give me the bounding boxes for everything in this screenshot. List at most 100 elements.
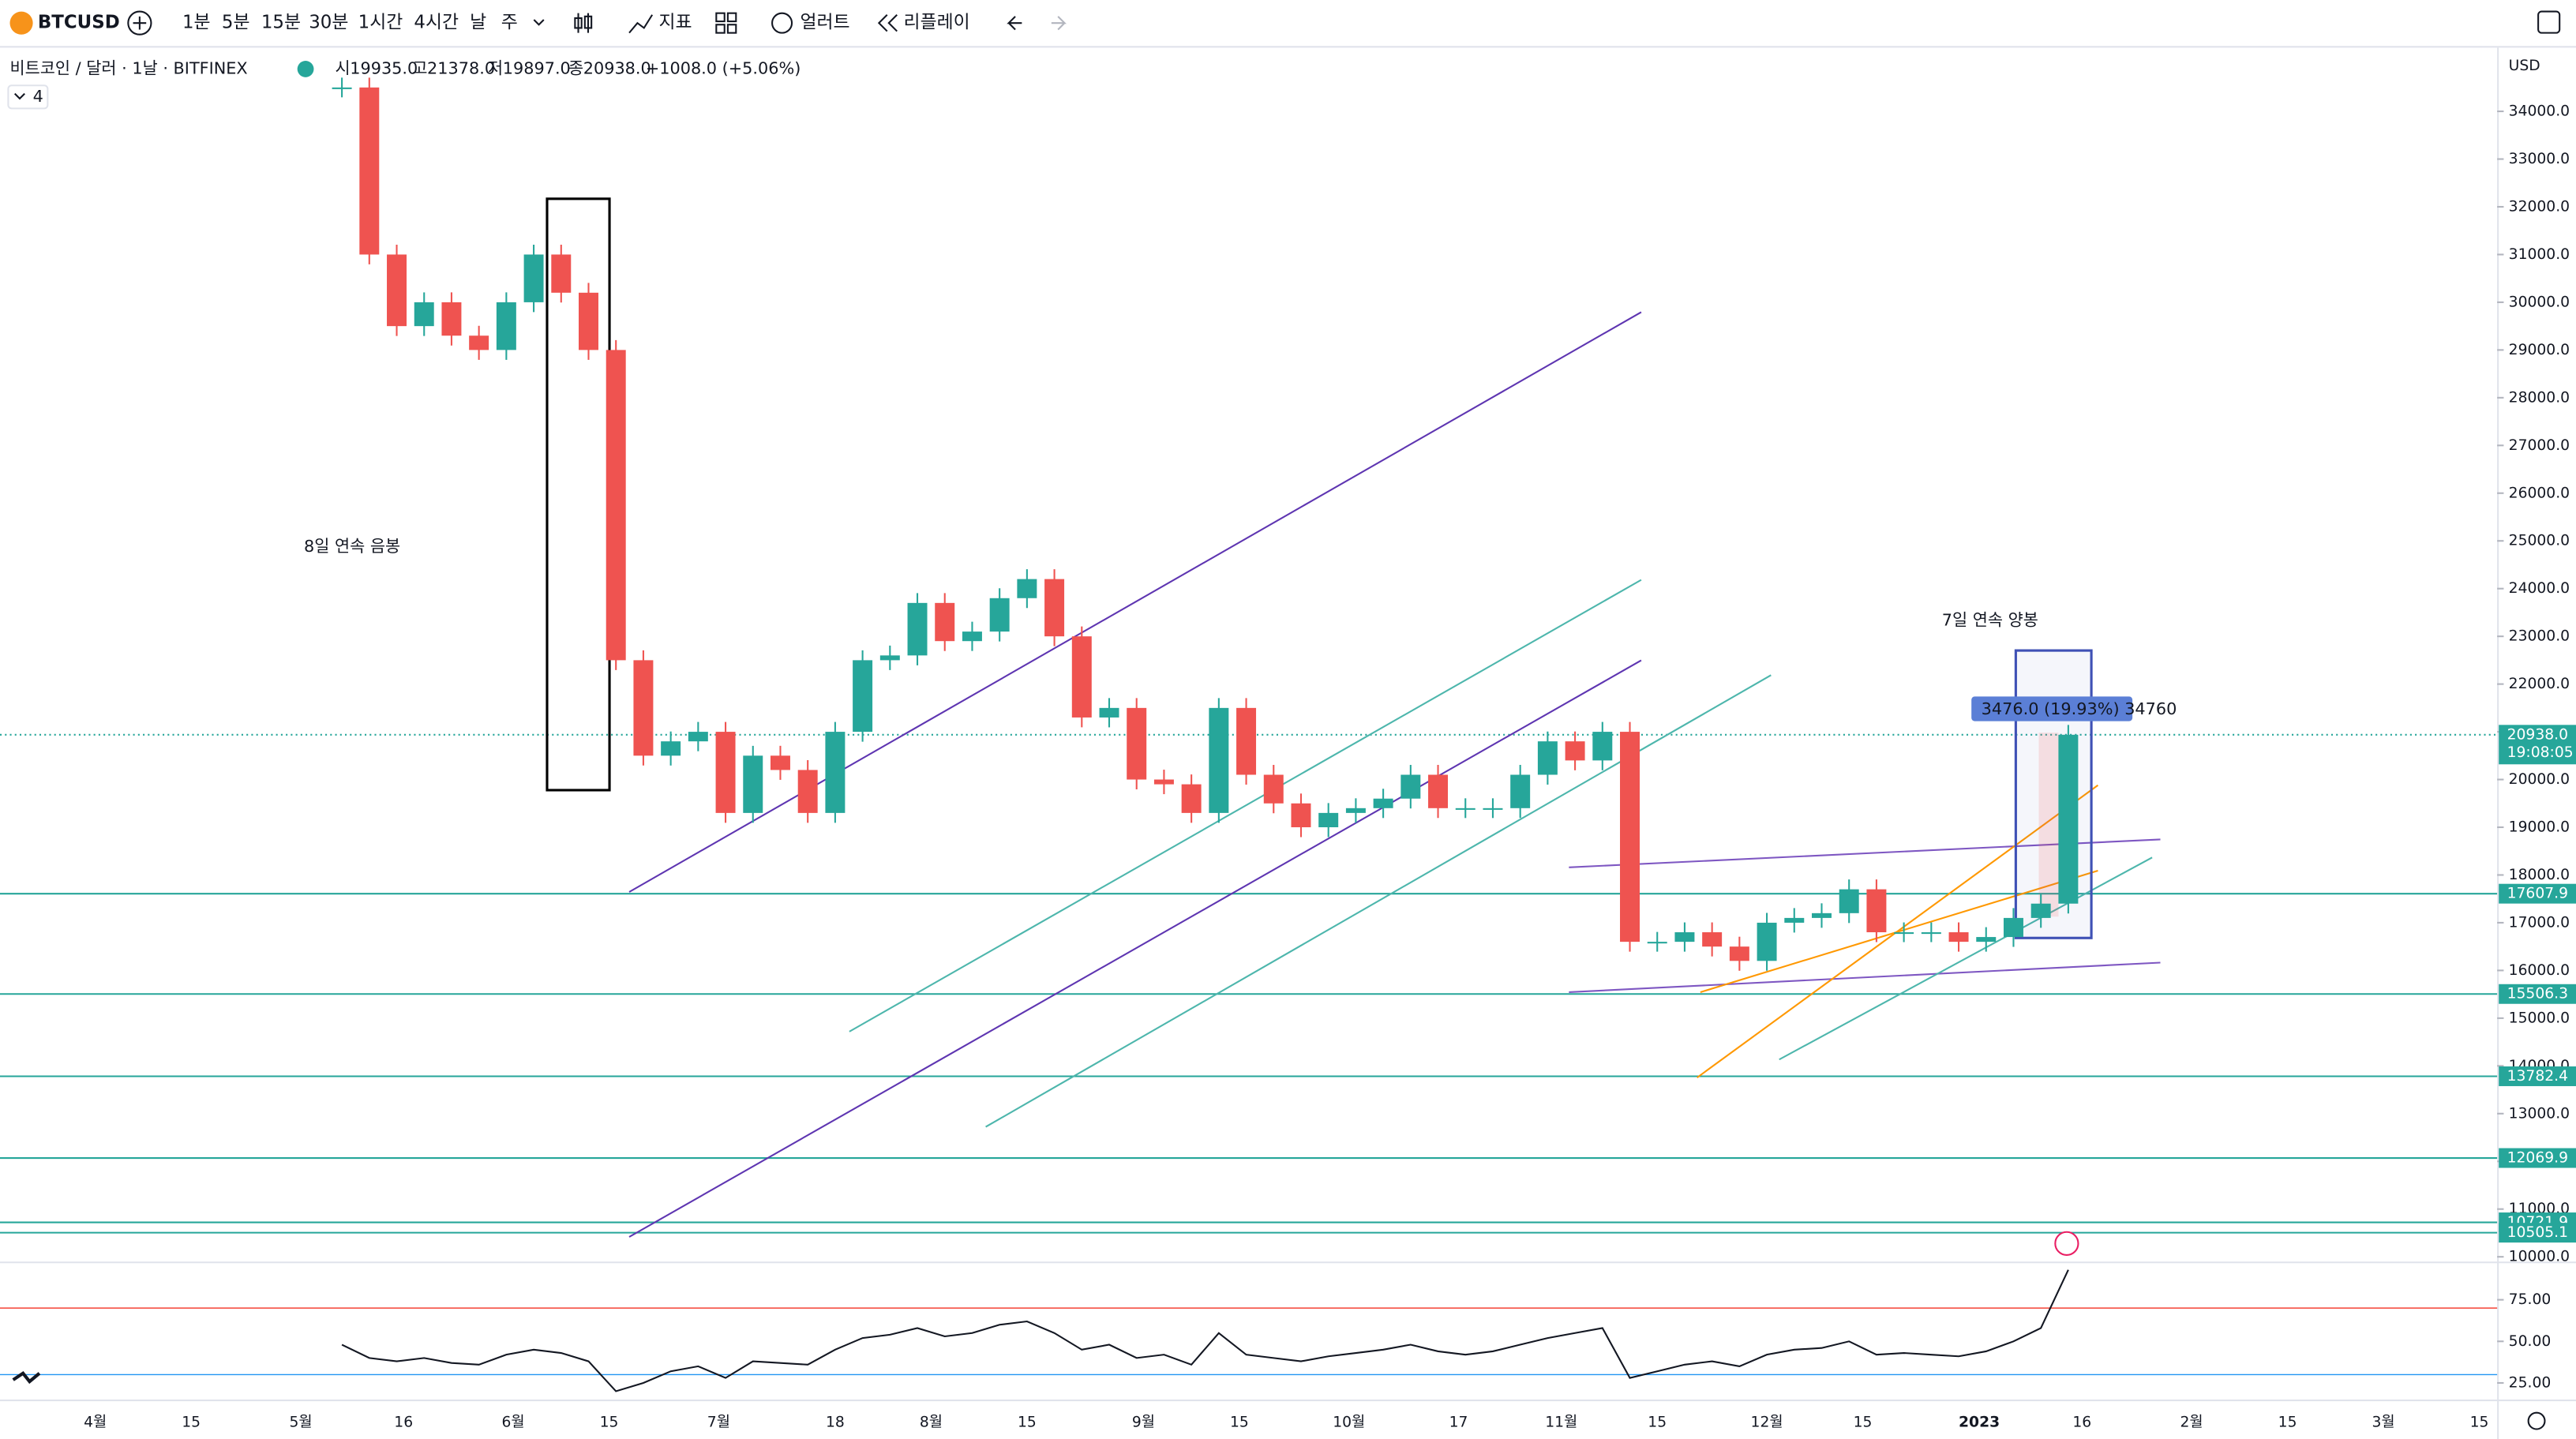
y-tick-label: 18000.0 (2509, 867, 2570, 883)
price-label-box (2499, 1066, 2576, 1086)
chevron (13, 92, 25, 100)
replay-icon[interactable] (877, 14, 898, 32)
candle (1647, 942, 1667, 944)
layout-icon[interactable] (715, 12, 726, 23)
undo[interactable] (1007, 16, 1022, 31)
x-tick-label: 16 (2072, 1415, 2091, 1431)
x-tick-label: 2월 (2180, 1415, 2203, 1431)
alert-icon[interactable] (771, 12, 793, 34)
trendline (628, 659, 1642, 1238)
interval[interactable]: 30분 (309, 13, 348, 33)
candle (1428, 774, 1449, 808)
price-label: 13782.4 (2507, 1068, 2568, 1085)
currency: USD (2509, 58, 2540, 74)
interval[interactable]: 5분 (222, 13, 250, 33)
y-tick-label: 25000.0 (2509, 533, 2570, 549)
open-value: 19935.0 (350, 58, 418, 77)
indicator-toggle[interactable] (7, 84, 49, 110)
price-label: 17607.9 (2507, 886, 2568, 902)
indicators-icon[interactable] (628, 14, 654, 34)
x-tick-label: 6월 (501, 1415, 524, 1431)
candle (1153, 779, 1174, 785)
interval[interactable]: 1분 (182, 13, 211, 33)
low-value: 19897.0 (503, 58, 571, 77)
x-tick-label: 5월 (289, 1415, 312, 1431)
trendline (1779, 856, 2153, 1061)
candle (2003, 917, 2023, 938)
low-label: 저 (488, 58, 503, 77)
candle (853, 660, 873, 733)
close-label: 종 (568, 58, 583, 77)
candle (387, 254, 407, 327)
y-tick-label: 26000.0 (2509, 485, 2570, 501)
candle (496, 302, 516, 350)
symbol[interactable]: BTCUSD (38, 13, 120, 33)
candle (633, 660, 654, 756)
x-tick-label: 11월 (1545, 1415, 1577, 1431)
y-tick-label: 29000.0 (2509, 342, 2570, 358)
dropdown[interactable] (533, 19, 545, 26)
y-tick-label: 30000.0 (2509, 294, 2570, 310)
candle (1318, 812, 1339, 828)
add-icon (133, 16, 147, 30)
symbol-icon[interactable] (9, 11, 33, 35)
interval[interactable]: 주 (501, 13, 518, 33)
close-value: 20938.0 (583, 58, 651, 77)
candle (1510, 774, 1531, 808)
interval[interactable]: 1시간 (358, 13, 403, 33)
layout-icon[interactable] (726, 24, 737, 34)
price-label-box (2499, 883, 2576, 904)
interval[interactable]: 날 (470, 13, 486, 33)
rsi-line (341, 1269, 2069, 1392)
y-tick-label: 33000.0 (2509, 151, 2570, 167)
annotation: 8일 연속 음봉 (304, 537, 400, 556)
x-tick-label: 15 (182, 1415, 201, 1431)
interval[interactable]: 15분 (261, 13, 301, 33)
layout-icon[interactable] (715, 24, 726, 34)
y-tick-label: 20000.0 (2509, 771, 2570, 788)
candle (551, 254, 572, 293)
redo[interactable] (1051, 16, 1067, 31)
candle (1455, 808, 1475, 810)
candle (1373, 798, 1393, 808)
x-tick-label: 9월 (1132, 1415, 1155, 1431)
interval[interactable]: 4시간 (414, 13, 459, 33)
fullscreen[interactable] (2537, 10, 2561, 34)
x-tick-label: 2023 (1959, 1415, 2000, 1431)
candle (1757, 922, 1777, 961)
candle (1044, 579, 1065, 637)
candle (1729, 946, 1749, 961)
chart-type[interactable] (574, 13, 593, 33)
candle (1017, 579, 1037, 598)
candle (332, 87, 352, 89)
layout-icon[interactable] (726, 12, 737, 23)
candle (935, 602, 955, 642)
y-tick-label: 23000.0 (2509, 628, 2570, 645)
candle (825, 732, 846, 813)
y-tick-label: 24000.0 (2509, 580, 2570, 597)
price-label-box (2499, 725, 2576, 765)
price-label: 15506.3 (2507, 986, 2568, 1002)
replay[interactable]: 리플레이 (904, 13, 970, 33)
candle (1483, 808, 1503, 810)
x-tick-label: 10월 (1333, 1415, 1365, 1431)
candle (1702, 932, 1723, 947)
trendline (628, 311, 1642, 893)
y-tick-label: 34000.0 (2509, 103, 2570, 120)
y-tick-label: 13000.0 (2509, 1105, 2570, 1122)
candle (1812, 912, 1832, 918)
annotation: 7일 연속 양봉 (1942, 611, 2038, 630)
candle (1620, 732, 1640, 942)
indicators[interactable]: 지표 (658, 13, 692, 33)
candle (1592, 732, 1613, 761)
candle (989, 598, 1010, 632)
alerts[interactable]: 얼러트 (800, 13, 849, 33)
price-label-box (2499, 1148, 2576, 1168)
event-icon[interactable] (2054, 1231, 2079, 1256)
price-label: 10505.1 (2507, 1224, 2568, 1241)
y-tick-label: 27000.0 (2509, 437, 2570, 454)
candle (962, 631, 982, 642)
settings[interactable] (2527, 1411, 2546, 1430)
add-symbol[interactable] (127, 10, 152, 36)
